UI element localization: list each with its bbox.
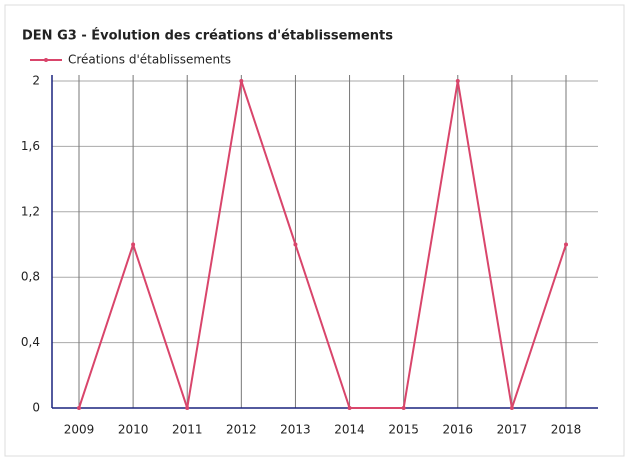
point: [77, 406, 81, 410]
x-tick-label: 2014: [334, 423, 365, 437]
point: [455, 79, 460, 83]
x-tick-label: 2010: [118, 423, 149, 437]
y-tick-label: 0,8: [21, 270, 40, 284]
x-tick-label: 2017: [497, 423, 528, 437]
y-tick-label: 0,4: [21, 335, 40, 349]
line: [78, 80, 567, 409]
y-tick-label: 1,6: [21, 139, 40, 153]
x-tick-label: 2018: [551, 423, 582, 437]
chart-title: DEN G3 - Évolution des créations d'établ…: [22, 28, 393, 44]
panel: [4, 4, 625, 457]
y-tick-label: 2: [32, 74, 40, 88]
x-tick-label: 2015: [388, 423, 419, 437]
point: [564, 242, 568, 247]
x-tick-label: 2013: [280, 423, 311, 437]
y-tick-label: 1,2: [21, 204, 40, 218]
point: [509, 406, 514, 410]
point: [347, 406, 352, 410]
x-tick-label: 2012: [226, 423, 257, 437]
x-tick-label: 2011: [172, 423, 203, 437]
y-tick-label: 0: [32, 401, 40, 415]
legend-swatch-dot: [44, 58, 48, 62]
point: [239, 79, 244, 83]
point: [293, 242, 298, 247]
x-tick-label: 2016: [443, 423, 474, 437]
point: [185, 406, 190, 410]
point: [401, 406, 406, 410]
point: [131, 242, 136, 247]
legend-label: Créations d'établissements: [68, 53, 231, 67]
x-tick-label: 2009: [64, 423, 95, 437]
